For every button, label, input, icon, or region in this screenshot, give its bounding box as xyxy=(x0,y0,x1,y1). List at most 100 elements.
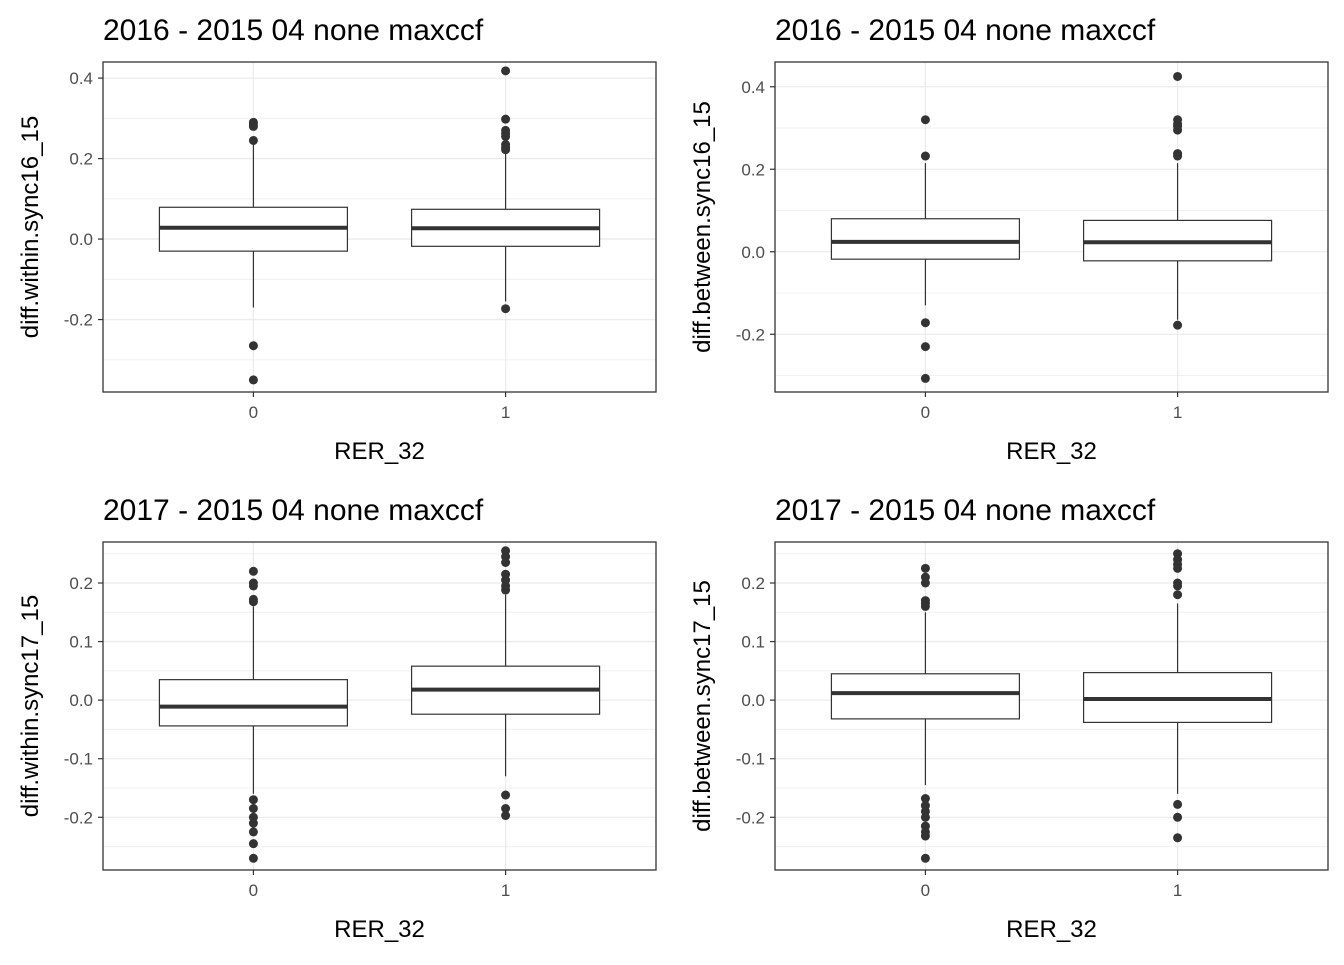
box-plot-svg: -0.2 0.0 0.2 0.4 0 1 2016 - 2015 04 none maxcc… xyxy=(17,14,657,465)
iqr-box xyxy=(158,679,349,727)
y-tick-label: -0.2 xyxy=(736,325,765,344)
outlier-point xyxy=(248,818,258,828)
y-tick-label: 0.4 xyxy=(69,69,93,88)
y-tick-label: -0.1 xyxy=(736,750,765,769)
box-group-0 xyxy=(830,563,1021,863)
outlier-point xyxy=(920,794,930,804)
outlier-point xyxy=(248,795,258,805)
outlier-point xyxy=(1173,320,1183,330)
x-tick-label: 0 xyxy=(249,881,258,900)
outlier-point xyxy=(920,578,930,588)
outlier-point xyxy=(920,342,930,352)
outlier-point xyxy=(920,373,930,383)
y-axis-label: diff.between.sync16_15 xyxy=(689,101,716,353)
x-axis-label: RER_32 xyxy=(1006,916,1097,943)
y-tick-label: 0.2 xyxy=(741,160,765,179)
outlier-point xyxy=(920,853,930,863)
outlier-point xyxy=(501,66,511,76)
y-tick-label: 0.0 xyxy=(69,691,93,710)
x-tick-label: 1 xyxy=(1173,881,1182,900)
outlier-point xyxy=(1173,125,1183,135)
outlier-point xyxy=(1173,812,1183,822)
outlier-point xyxy=(248,804,258,813)
box-group-0 xyxy=(158,566,349,863)
box-group-1 xyxy=(1082,549,1273,843)
y-tick-label: -0.2 xyxy=(736,808,765,827)
outlier-point xyxy=(248,135,258,145)
outlier-point xyxy=(920,831,930,841)
x-axis-label: RER_32 xyxy=(334,916,425,943)
outlier-point xyxy=(501,558,511,567)
chart-panel-top-right: -0.2 0.0 0.2 0.4 0 1 2016 - 2015 04 none maxcc… xyxy=(672,0,1344,480)
y-axis-label: diff.between.sync17_15 xyxy=(689,580,716,832)
outlier-point xyxy=(501,585,511,595)
chart-panel-bottom-right: -0.2 -0.1 0.0 0.1 0.2 0 1 2017 - 2015 04 none m… xyxy=(672,480,1344,960)
box-plot-svg: -0.2 -0.1 0.0 0.1 0.2 0 1 2017 - 2015 04 none m… xyxy=(689,494,1329,943)
chart-panel-bottom-left: -0.2 -0.1 0.0 0.1 0.2 0 1 2017 - 2015 04 none m… xyxy=(0,480,672,960)
outlier-point xyxy=(501,811,511,821)
x-tick-label: 1 xyxy=(501,881,510,900)
outlier-point xyxy=(920,601,930,611)
x-tick-label: 0 xyxy=(249,403,258,422)
outlier-point xyxy=(501,145,511,155)
outlier-point xyxy=(248,121,258,131)
chart-title: 2017 - 2015 04 none maxccf xyxy=(775,494,1156,527)
outlier-point xyxy=(1173,151,1183,161)
chart-title: 2017 - 2015 04 none maxccf xyxy=(103,494,484,527)
box-plot-svg: -0.2 0.0 0.2 0.4 0 1 2016 - 2015 04 none maxcc… xyxy=(689,14,1329,465)
plot-border xyxy=(774,541,1329,871)
y-tick-label: 0.2 xyxy=(741,574,765,593)
box-group-0 xyxy=(158,117,349,385)
outlier-point xyxy=(920,115,930,125)
outlier-point xyxy=(920,318,930,328)
outlier-point xyxy=(1173,563,1183,573)
x-tick-label: 1 xyxy=(501,403,510,422)
outlier-point xyxy=(920,563,930,573)
y-tick-label: 0.0 xyxy=(741,243,765,262)
outlier-point xyxy=(1173,833,1183,843)
outlier-point xyxy=(248,827,258,837)
outlier-point xyxy=(501,304,511,314)
y-tick-label: -0.1 xyxy=(64,750,93,769)
outlier-point xyxy=(1173,799,1183,809)
y-tick-label: 0.0 xyxy=(69,230,93,249)
outlier-point xyxy=(248,341,258,351)
outlier-point xyxy=(920,151,930,161)
outlier-point xyxy=(248,839,258,849)
chart-panel-top-left: -0.2 0.0 0.2 0.4 0 1 2016 - 2015 04 none maxcc… xyxy=(0,0,672,480)
x-tick-label: 0 xyxy=(921,881,930,900)
outlier-point xyxy=(1173,71,1183,81)
plot-border xyxy=(102,541,657,871)
box-group-1 xyxy=(410,546,601,821)
y-tick-label: 0.2 xyxy=(69,574,93,593)
outlier-point xyxy=(1173,590,1183,600)
iqr-box xyxy=(830,673,1021,720)
plot-border xyxy=(774,61,1329,393)
outlier-point xyxy=(248,853,258,863)
outlier-point xyxy=(920,812,930,822)
y-axis-label: diff.within.sync16_15 xyxy=(17,116,44,338)
chart-title: 2016 - 2015 04 none maxccf xyxy=(103,14,484,47)
box-group-1 xyxy=(410,66,601,314)
x-tick-label: 1 xyxy=(1173,403,1182,422)
box-group-1 xyxy=(1082,71,1273,330)
outlier-point xyxy=(248,581,258,591)
x-axis-label: RER_32 xyxy=(1006,438,1097,465)
outlier-point xyxy=(1173,581,1183,591)
y-tick-label: 0.4 xyxy=(741,78,765,97)
box-plot-svg: -0.2 -0.1 0.0 0.1 0.2 0 1 2017 - 2015 04 none m… xyxy=(17,494,657,943)
box-group-0 xyxy=(830,115,1021,383)
iqr-box xyxy=(830,218,1021,260)
y-tick-label: 0.1 xyxy=(741,633,765,652)
outlier-point xyxy=(248,597,258,607)
x-tick-label: 0 xyxy=(921,403,930,422)
outlier-point xyxy=(501,804,511,813)
chart-title: 2016 - 2015 04 none maxccf xyxy=(775,14,1156,47)
y-tick-label: 0.1 xyxy=(69,633,93,652)
outlier-point xyxy=(501,114,511,124)
y-tick-label: -0.2 xyxy=(64,808,93,827)
outlier-point xyxy=(501,131,511,141)
x-axis-label: RER_32 xyxy=(334,438,425,465)
y-tick-label: 0.0 xyxy=(741,691,765,710)
outlier-point xyxy=(248,375,258,385)
